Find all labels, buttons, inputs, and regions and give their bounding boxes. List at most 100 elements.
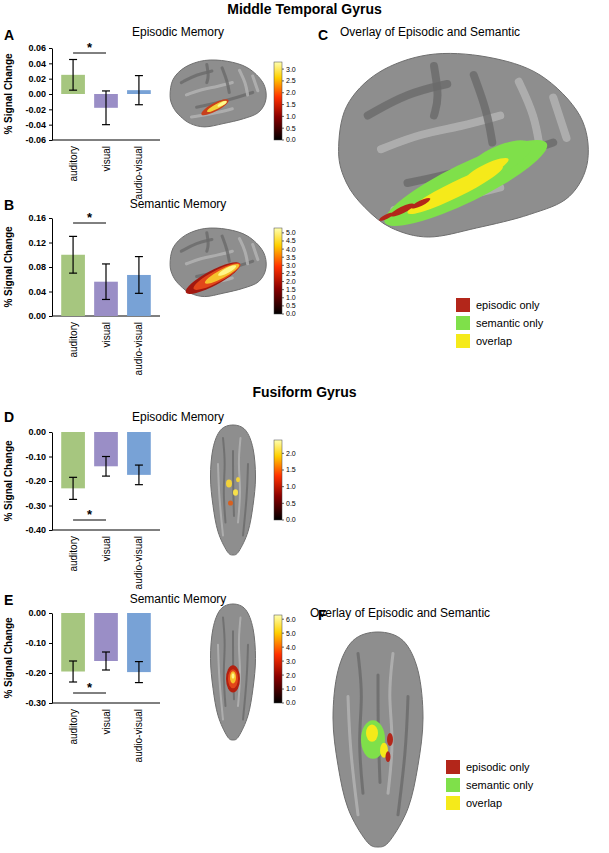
chart-title: Episodic Memory — [132, 25, 224, 39]
error-bar-cap — [135, 682, 143, 683]
y-tick-label: -0.04 — [25, 120, 46, 130]
legend-swatch — [446, 796, 460, 810]
y-tick-label: -0.40 — [25, 525, 46, 535]
y-tick: 0.04 — [28, 287, 52, 297]
brain-gyrus — [239, 239, 247, 264]
error-bar-cap — [102, 124, 110, 125]
x-axis: auditoryvisualaudio-visual — [52, 530, 160, 589]
error-bar-stem — [105, 652, 106, 670]
y-tick: 0.00 — [28, 608, 52, 618]
panel: DEpisodic Memory-0.40-0.30-0.20-0.100.00… — [3, 409, 296, 589]
y-tick: 0.00 — [28, 427, 52, 437]
x-tick-label: audio-visual — [133, 322, 144, 375]
y-tick: 0.08 — [28, 262, 52, 272]
brain-gyrus — [253, 244, 258, 259]
y-tick: -0.30 — [25, 501, 52, 511]
error-bar — [69, 661, 77, 682]
colorbar-tick-label: 6.0 — [286, 616, 296, 623]
y-tick-mark — [49, 267, 52, 268]
legend-swatch — [456, 334, 470, 348]
bars — [61, 613, 151, 683]
y-axis-line — [52, 219, 53, 317]
brain-surface — [211, 425, 256, 555]
colorbar-tick — [282, 314, 284, 315]
error-bar-cap — [69, 681, 77, 682]
error-bar-stem — [72, 60, 73, 91]
chart-title: Semantic Memory — [130, 197, 227, 211]
error-bar-cap — [102, 669, 110, 670]
significance-label: * — [87, 680, 93, 695]
colorbar-tick — [282, 520, 284, 521]
activation — [389, 201, 416, 219]
bars — [61, 432, 151, 499]
activation — [387, 733, 393, 746]
colorbar-tick — [282, 470, 284, 471]
y-tick-label: -0.20 — [25, 668, 46, 678]
x-tick: audio-visual — [133, 316, 144, 375]
panel-label: D — [4, 409, 14, 425]
y-tick-label: -0.30 — [25, 501, 46, 511]
colorbar-tick-label: 3.5 — [286, 254, 296, 261]
colorbar-tick — [282, 619, 284, 620]
y-tick-mark — [49, 530, 52, 531]
brain-gyrus — [253, 76, 258, 91]
y-tick-label: 0.04 — [28, 287, 46, 297]
colorbar-tick — [282, 661, 284, 662]
colorbar-tick-label: 4.5 — [286, 237, 296, 244]
x-tick: auditory — [68, 530, 79, 572]
error-bar-cap — [69, 660, 77, 661]
brain-gyrus — [239, 70, 247, 95]
error-bar — [135, 76, 143, 105]
brain-gyrus — [222, 236, 229, 261]
colorbar-tick — [282, 703, 284, 704]
x-tick: auditory — [68, 316, 79, 358]
brain-gyrus — [186, 251, 232, 264]
brain-map — [211, 604, 256, 740]
colorbar-tick-label: 2.5 — [286, 270, 296, 277]
x-tick: auditory — [68, 703, 79, 745]
colorbar-tick-label: 1.0 — [286, 294, 296, 301]
legend: episodic onlysemantic onlyoverlap — [456, 298, 544, 348]
colorbar-ramp — [274, 62, 282, 140]
y-tick-mark — [49, 79, 52, 80]
y-tick-label: -0.06 — [25, 135, 46, 145]
colorbar-ramp — [274, 228, 282, 314]
error-bar-cap — [69, 236, 77, 237]
error-bar-stem — [72, 236, 73, 273]
error-bar-cap — [135, 464, 143, 465]
y-tick: -0.10 — [25, 452, 52, 462]
y-tick-label: -0.02 — [25, 105, 46, 115]
y-tick: -0.04 — [25, 120, 52, 130]
y-tick-mark — [49, 673, 52, 674]
error-bar-cap — [135, 293, 143, 294]
legend-label: episodic only — [476, 299, 540, 311]
y-tick: -0.20 — [25, 668, 52, 678]
brain-gyrus — [474, 75, 493, 143]
y-tick-mark — [49, 125, 52, 126]
error-bar-cap — [69, 90, 77, 91]
x-tick-label: auditory — [68, 536, 79, 572]
brain-surface — [170, 60, 266, 127]
activation — [203, 261, 241, 287]
y-axis: -0.06-0.04-0.020.000.020.040.06 — [25, 43, 52, 145]
brain-map — [170, 228, 266, 299]
colorbar-tick — [282, 633, 284, 634]
colorbar-tick-label: 3.0 — [286, 658, 296, 665]
brain-gyrus — [434, 66, 438, 116]
error-bar — [135, 662, 143, 683]
y-tick-mark — [49, 109, 52, 110]
bars — [61, 60, 151, 125]
error-bar-cap — [69, 59, 77, 60]
brain-gyrus — [233, 451, 234, 516]
legend-label: semantic only — [466, 779, 534, 791]
legend-label: overlap — [466, 797, 502, 809]
colorbar-tick — [282, 675, 284, 676]
colorbar-tick-label: 0.5 — [286, 125, 296, 132]
brain-surface — [170, 228, 266, 297]
error-bar-cap — [102, 263, 110, 264]
colorbar-tick — [282, 104, 284, 105]
x-tick: audio-visual — [133, 530, 144, 589]
brain-gyrus — [222, 68, 229, 93]
x-tick-label: visual — [101, 146, 112, 172]
section-title: Middle Temporal Gyrus — [227, 1, 382, 17]
